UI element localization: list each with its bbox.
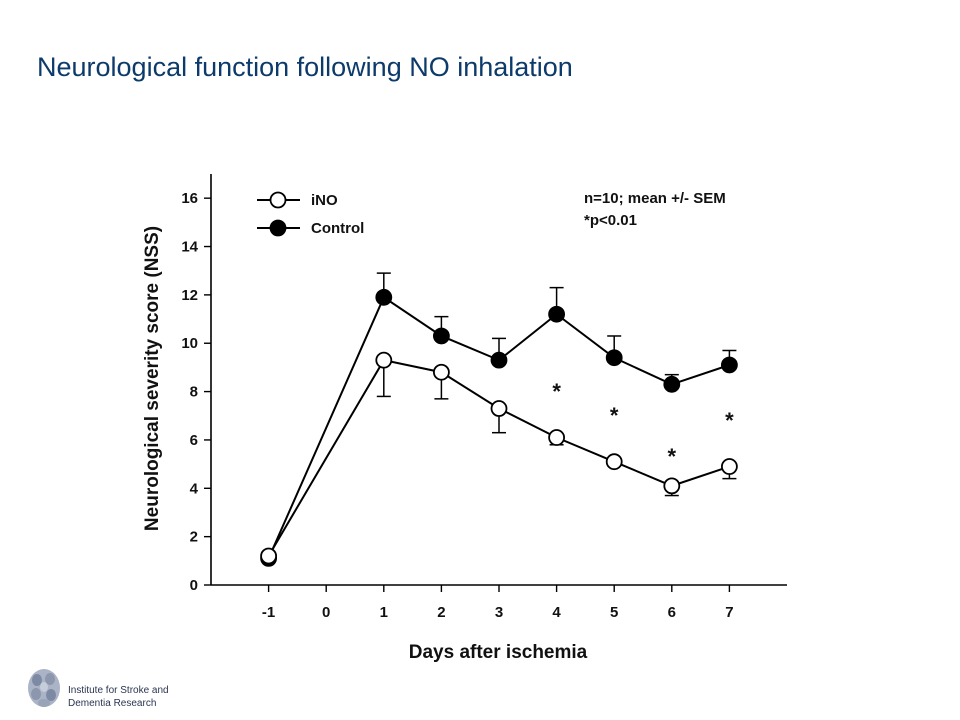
institute-name: Institute for Stroke and Dementia Resear… — [68, 684, 169, 710]
institute-logo — [24, 666, 224, 712]
data-point-ino — [721, 458, 738, 475]
x-axis-label: Days after ischemia — [409, 642, 588, 663]
stats-annotation: *p<0.01 — [584, 212, 637, 229]
legend-label-control: Control — [311, 220, 364, 237]
y-tick-label: 10 — [181, 335, 198, 352]
institute-name-line2: Dementia Research — [68, 698, 157, 709]
y-tick-label: 16 — [181, 190, 198, 207]
x-tick-label: 4 — [552, 604, 561, 621]
series-line-control — [267, 295, 730, 559]
brain-logo-icon — [28, 669, 60, 707]
x-tick-label: 1 — [380, 604, 388, 621]
y-tick-label: 4 — [190, 480, 199, 497]
significance-star: * — [552, 379, 561, 404]
x-tick-label: 2 — [437, 604, 445, 621]
y-tick-label: 0 — [190, 577, 198, 594]
legend-label-ino: iNO — [311, 192, 338, 209]
data-point-ino — [260, 547, 278, 565]
data-point-ino — [663, 477, 681, 495]
x-tick-label: 5 — [610, 604, 618, 621]
data-point-control — [721, 356, 738, 374]
y-axis-label: Neurological severity score (NSS) — [142, 226, 163, 531]
series-lines — [267, 295, 730, 559]
x-tick-label: 6 — [668, 604, 676, 621]
y-tick-label: 8 — [190, 384, 198, 401]
legend-marker-control — [269, 219, 287, 237]
data-point-ino — [375, 351, 393, 369]
data-point-ino — [605, 453, 623, 471]
institute-name-line1: Institute for Stroke and — [68, 685, 169, 696]
data-point-ino — [490, 400, 508, 417]
x-tick-label: 7 — [725, 604, 733, 621]
significance-star: * — [725, 408, 734, 433]
data-point-control — [663, 375, 681, 393]
legend-marker-ino — [269, 191, 287, 209]
data-point-control — [375, 288, 393, 306]
x-tick-label: -1 — [262, 604, 275, 621]
data-point-control — [432, 327, 450, 345]
y-tick-label: 6 — [190, 432, 198, 449]
data-point-control — [605, 349, 623, 367]
y-tick-label: 12 — [181, 287, 198, 304]
significance-markers: * * * * — [552, 379, 734, 469]
slide-title: Neurological function following NO inhal… — [37, 52, 573, 82]
chart-legend: iNO Control — [257, 191, 364, 237]
y-tick-label: 14 — [181, 239, 198, 256]
significance-star: * — [668, 444, 677, 469]
stats-annotation: n=10; mean +/- SEM — [584, 190, 726, 207]
y-tick-label: 2 — [190, 529, 198, 546]
data-point-ino — [432, 363, 450, 381]
series-line-ino — [267, 359, 730, 557]
data-point-control — [548, 305, 565, 323]
data-point-ino — [548, 429, 565, 446]
x-tick-label: 3 — [495, 604, 503, 621]
data-markers — [260, 288, 738, 567]
x-tick-label: 0 — [322, 604, 330, 621]
significance-star: * — [610, 403, 619, 428]
chart-labels: Days after ischemia Neurological severity… — [142, 190, 726, 663]
data-point-control — [490, 351, 508, 369]
